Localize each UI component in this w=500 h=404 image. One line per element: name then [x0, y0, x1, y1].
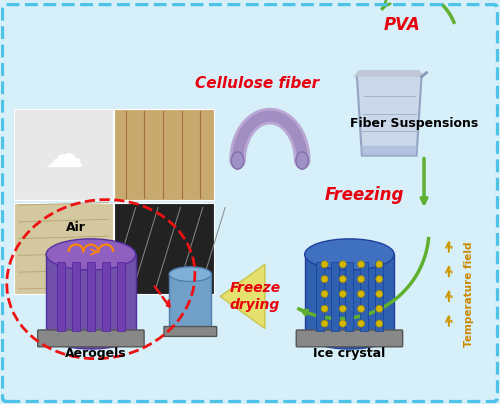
FancyBboxPatch shape: [46, 255, 136, 333]
Polygon shape: [360, 146, 418, 156]
Circle shape: [376, 276, 383, 282]
Circle shape: [358, 305, 364, 312]
Circle shape: [376, 261, 383, 268]
Text: Ice crystal: Ice crystal: [314, 347, 386, 360]
FancyBboxPatch shape: [360, 262, 368, 331]
FancyBboxPatch shape: [57, 262, 65, 331]
Text: Freeze
drying: Freeze drying: [230, 281, 280, 311]
Polygon shape: [354, 71, 424, 77]
FancyBboxPatch shape: [114, 109, 214, 200]
FancyBboxPatch shape: [164, 326, 216, 337]
Text: Freezing: Freezing: [324, 186, 404, 204]
Circle shape: [321, 276, 328, 282]
Ellipse shape: [46, 239, 136, 270]
Circle shape: [321, 290, 328, 297]
Circle shape: [358, 320, 364, 327]
FancyBboxPatch shape: [87, 262, 95, 331]
Text: ☁: ☁: [44, 137, 83, 175]
Circle shape: [358, 261, 364, 268]
Circle shape: [376, 320, 383, 327]
Ellipse shape: [169, 321, 212, 336]
Circle shape: [340, 320, 346, 327]
Ellipse shape: [46, 318, 136, 349]
Text: Air: Air: [66, 221, 86, 234]
FancyBboxPatch shape: [72, 262, 80, 331]
FancyBboxPatch shape: [169, 274, 212, 328]
FancyBboxPatch shape: [114, 202, 214, 294]
FancyBboxPatch shape: [376, 262, 384, 331]
Circle shape: [321, 305, 328, 312]
Polygon shape: [357, 77, 422, 156]
Circle shape: [376, 305, 383, 312]
Circle shape: [340, 276, 346, 282]
FancyBboxPatch shape: [14, 109, 114, 200]
Ellipse shape: [296, 152, 308, 169]
Text: PVA: PVA: [384, 16, 420, 34]
Circle shape: [358, 276, 364, 282]
FancyBboxPatch shape: [330, 262, 338, 331]
Text: Aerogels: Aerogels: [65, 347, 126, 360]
Polygon shape: [220, 264, 265, 328]
Ellipse shape: [304, 318, 394, 349]
FancyBboxPatch shape: [316, 262, 324, 331]
Text: Fiber Suspensions: Fiber Suspensions: [350, 117, 478, 130]
FancyBboxPatch shape: [102, 262, 110, 331]
Ellipse shape: [304, 239, 394, 270]
Circle shape: [321, 320, 328, 327]
Circle shape: [340, 261, 346, 268]
FancyBboxPatch shape: [304, 255, 394, 333]
Circle shape: [358, 290, 364, 297]
Ellipse shape: [169, 267, 212, 282]
Circle shape: [321, 261, 328, 268]
FancyBboxPatch shape: [14, 202, 114, 294]
Circle shape: [340, 305, 346, 312]
Circle shape: [340, 290, 346, 297]
FancyBboxPatch shape: [296, 330, 403, 347]
Circle shape: [376, 290, 383, 297]
FancyBboxPatch shape: [116, 262, 124, 331]
FancyBboxPatch shape: [346, 262, 354, 331]
Ellipse shape: [232, 152, 244, 169]
Text: Cellulose fiber: Cellulose fiber: [196, 76, 320, 91]
Text: Temperature field: Temperature field: [464, 241, 474, 347]
FancyBboxPatch shape: [38, 330, 144, 347]
